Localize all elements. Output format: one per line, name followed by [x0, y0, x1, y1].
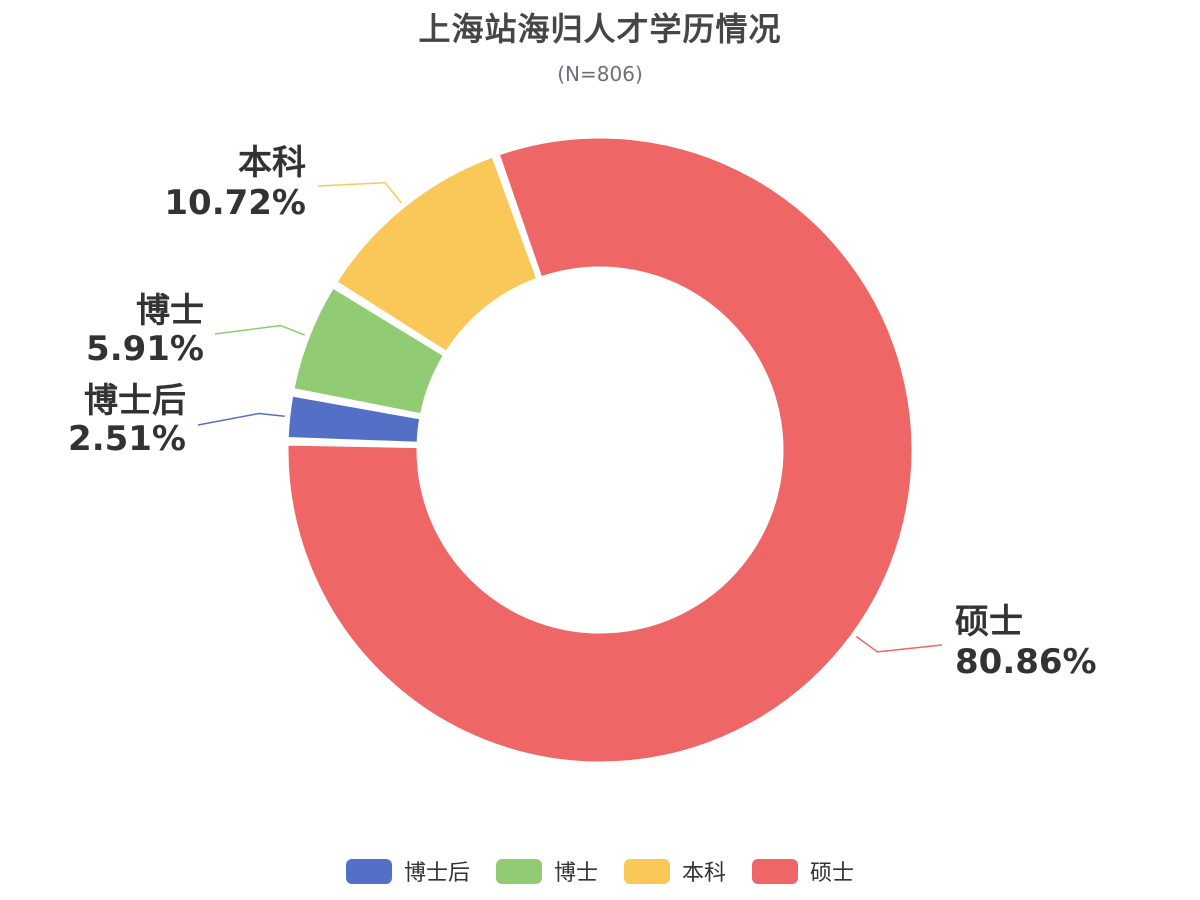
slice-value-phd: 5.91% [86, 329, 204, 369]
legend-swatch-bachelor [624, 858, 670, 884]
legend-label-phd: 博士 [553, 861, 598, 886]
legend-swatch-postdoc [345, 858, 392, 884]
leader-line-master [855, 635, 943, 653]
legend-label-bachelor: 本科 [682, 861, 727, 886]
chart-title: 上海站海归人才学历情况 [418, 10, 782, 48]
slice-label-phd: 博士 [136, 291, 204, 331]
chart-subtitle: (N=806) [557, 62, 643, 86]
leader-line-phd [214, 324, 305, 336]
leader-line-postdoc [197, 412, 285, 426]
legend-item-postdoc[interactable]: 博士后 [345, 855, 470, 887]
chart-legend: 博士后 博士 本科 硕士 [0, 855, 1200, 887]
slice-postdoc[interactable] [285, 393, 423, 445]
slice-master[interactable] [285, 135, 915, 765]
slice-label-bachelor: 本科 [238, 143, 306, 183]
legend-swatch-master [752, 858, 799, 884]
slice-value-master: 80.86% [955, 642, 1097, 682]
legend-swatch-phd [495, 858, 542, 884]
legend-label-postdoc: 博士后 [403, 861, 470, 886]
legend-item-phd[interactable]: 博士 [495, 855, 598, 887]
legend-label-master: 硕士 [810, 861, 855, 886]
slice-label-postdoc: 博士后 [84, 381, 186, 421]
slice-label-master: 硕士 [955, 602, 1023, 642]
slice-phd[interactable] [291, 285, 447, 417]
slice-value-bachelor: 10.72% [164, 183, 306, 223]
leader-line-bachelor [317, 181, 402, 204]
slice-value-postdoc: 2.51% [68, 419, 186, 459]
slice-bachelor[interactable] [334, 154, 540, 354]
legend-item-bachelor[interactable]: 本科 [624, 855, 726, 887]
legend-item-master[interactable]: 硕士 [752, 855, 854, 887]
